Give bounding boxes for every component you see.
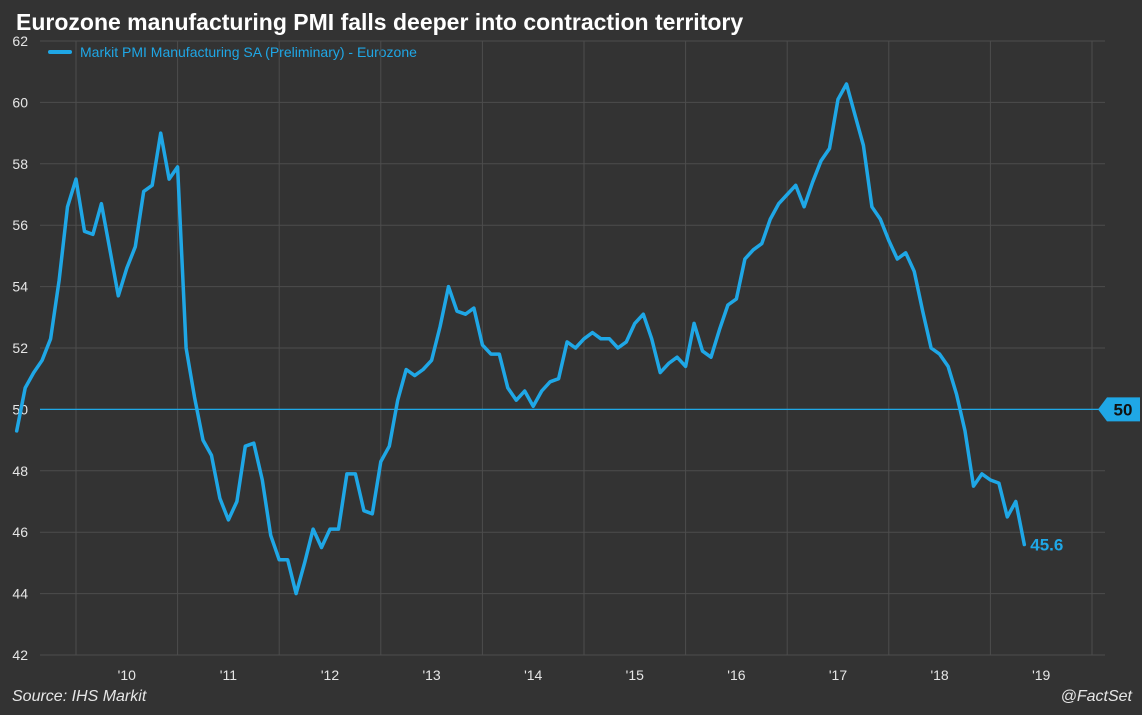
legend-swatch-icon [48,50,72,54]
y-tick-label: 58 [12,156,28,172]
x-tick-label: '10 [118,667,136,683]
y-tick-label: 42 [12,647,28,663]
credit-note: @FactSet [1060,688,1132,705]
x-tick-label: '16 [727,667,745,683]
y-tick-label: 60 [12,94,28,110]
x-tick-label: '15 [626,667,644,683]
source-note: Source: IHS Markit [12,688,147,705]
y-tick-label: 56 [12,217,28,233]
x-tick-label: '12 [321,667,339,683]
reference-badge-shape [1098,397,1140,422]
x-tick-label: '13 [422,667,440,683]
x-tick-label: '19 [1032,667,1050,683]
y-tick-label: 46 [12,524,28,540]
y-tick-label: 52 [12,340,28,356]
y-tick-label: 54 [12,279,28,295]
legend-label: Markit PMI Manufacturing SA (Preliminary… [80,44,417,60]
x-tick-label: '17 [829,667,847,683]
y-tick-label: 48 [12,463,28,479]
x-tick-label: '11 [220,667,237,683]
reference-badge: 50 [1098,397,1140,422]
last-value-label: 45.6 [1030,535,1063,554]
x-tick-label: '14 [524,667,542,683]
y-tick-label: 62 [12,33,28,49]
reference-badge-label: 50 [1114,400,1133,419]
y-tick-label: 44 [12,586,28,602]
series-line [14,82,1027,596]
chart-title: Eurozone manufacturing PMI falls deeper … [16,9,744,35]
x-tick-label: '18 [930,667,948,683]
legend: Markit PMI Manufacturing SA (Preliminary… [48,44,417,60]
